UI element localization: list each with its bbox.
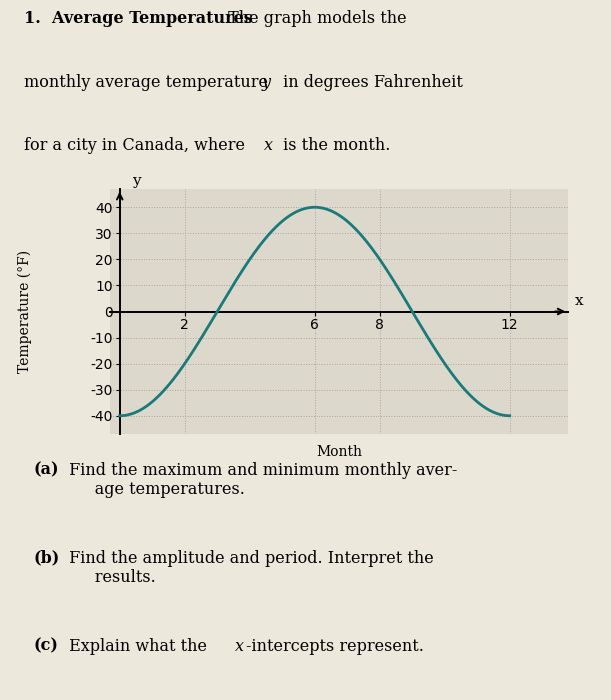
Text: Find the amplitude and period. Interpret the
      results.: Find the amplitude and period. Interpret… — [64, 550, 434, 587]
Text: 1.  Average Temperatures: 1. Average Temperatures — [24, 10, 253, 27]
Text: Temperature (°F): Temperature (°F) — [17, 250, 32, 373]
Text: y: y — [131, 174, 141, 188]
Text: monthly average temperature: monthly average temperature — [24, 74, 274, 92]
Text: x: x — [575, 293, 584, 307]
Text: -intercepts represent.: -intercepts represent. — [246, 638, 423, 655]
Text: y: y — [262, 74, 271, 92]
Text: (b): (b) — [34, 550, 60, 567]
Text: x: x — [264, 137, 273, 154]
Text: The graph models the: The graph models the — [223, 10, 407, 27]
Text: for a city in Canada, where: for a city in Canada, where — [24, 137, 251, 154]
Text: Explain what the: Explain what the — [64, 638, 212, 655]
Text: Month: Month — [316, 444, 362, 458]
Text: is the month.: is the month. — [278, 137, 390, 154]
Text: (c): (c) — [34, 638, 59, 655]
Text: in degrees Fahrenheit: in degrees Fahrenheit — [278, 74, 463, 92]
Text: x: x — [235, 638, 244, 655]
Text: Find the maximum and minimum monthly aver-
      age temperatures.: Find the maximum and minimum monthly ave… — [64, 462, 458, 498]
Text: (a): (a) — [34, 462, 59, 479]
